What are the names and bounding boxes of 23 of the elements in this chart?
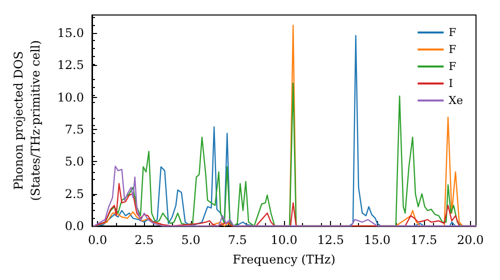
y-axis-title: Phonon projected DOS (States/THz·primitive cell) xyxy=(12,40,42,201)
x-tick-label: 10.0 xyxy=(270,233,298,247)
x-tick-label: 20.0 xyxy=(457,233,484,247)
y-tick-label: 15.0 xyxy=(57,26,84,40)
x-tick-label: 12.5 xyxy=(317,233,344,247)
x-tick-label: 7.5 xyxy=(228,233,247,247)
x-tick-label: 15.0 xyxy=(364,233,391,247)
y-tick-label: 10.0 xyxy=(57,90,84,104)
legend-label: F xyxy=(448,60,457,73)
x-tick-label: 5.0 xyxy=(181,233,200,247)
y-tick-label: 2.5 xyxy=(64,186,84,201)
legend-label: I xyxy=(448,77,454,90)
legend-label: F xyxy=(448,26,457,39)
y-tick-label: 5.0 xyxy=(64,154,84,169)
x-axis-title: Frequency (THz) xyxy=(232,252,336,266)
x-tick-label: 0.0 xyxy=(88,233,108,247)
x-tick-label: 2.5 xyxy=(134,233,154,247)
y-tick-label: 0.0 xyxy=(64,219,84,233)
legend-label: Xe xyxy=(448,94,464,107)
y-tick-label: 12.5 xyxy=(57,58,84,72)
x-tick-label: 17.5 xyxy=(410,233,438,247)
y-tick-label: 7.5 xyxy=(64,122,84,137)
legend-label: F xyxy=(448,43,457,56)
